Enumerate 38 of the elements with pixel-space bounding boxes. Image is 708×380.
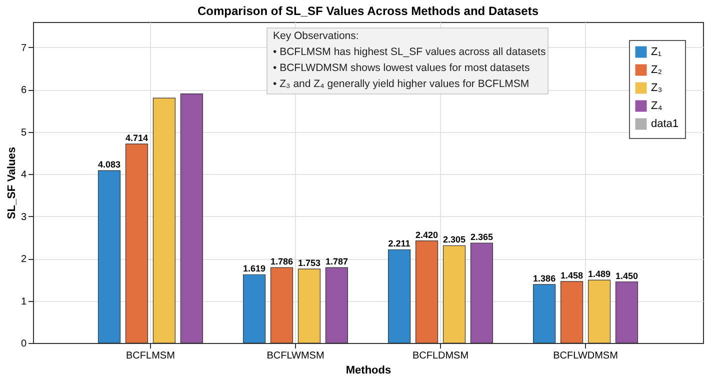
annotation: • BCFLWDMSM shows lowest values for most datasets [273, 62, 530, 74]
annotation: Key Observations: [273, 30, 359, 42]
y-tick-label: 7 [20, 42, 27, 54]
data-label: 4.714 [125, 132, 148, 143]
y-tick-label: 4 [20, 170, 27, 181]
data-label: 1.753 [298, 258, 320, 268]
annotation: • Z₃ and Z₄ generally yield higher values for BCFLMSM [273, 78, 530, 90]
data-label: 1.787 [325, 256, 348, 267]
x-axis-title: Methods [346, 364, 392, 376]
data-label: 1.619 [243, 264, 266, 274]
data-label: 1.489 [588, 269, 611, 280]
legend-label: data1 [651, 118, 679, 130]
y-tick-label: 5 [20, 127, 27, 138]
x-tick-label: BCFLDMSM [412, 350, 469, 362]
data-label: 2.305 [442, 234, 466, 245]
legend-label: Z₁ [651, 46, 662, 58]
x-tick-label: BCFLWMSM [266, 350, 324, 362]
y-tick-label: 1 [20, 296, 27, 308]
legend-label: Z₂ [651, 64, 662, 76]
data-label: 2.365 [470, 232, 493, 242]
legend-label: Z₄ [651, 100, 663, 112]
x-tick-label: BCFLWDMSM [553, 350, 618, 362]
legend-label: Z₃ [651, 82, 662, 94]
y-tick-label: 0 [20, 338, 27, 350]
data-label: 1.458 [560, 270, 584, 280]
y-tick-label: 6 [20, 85, 27, 96]
data-label: 1.450 [615, 270, 638, 281]
data-label: 2.420 [416, 230, 438, 240]
x-tick-label: BCFLMSM [126, 350, 175, 362]
data-label: 1.386 [533, 273, 556, 284]
data-label: 1.786 [270, 256, 294, 267]
data-label: 4.083 [98, 160, 121, 170]
y-axis-title: SL_SF Values [6, 146, 18, 220]
data-label: 2.211 [388, 238, 410, 249]
y-tick-label: 2 [20, 254, 27, 266]
chart-title: Comparison of SL_SF Values Across Methods and Datasets [198, 4, 539, 18]
y-tick-label: 3 [20, 212, 27, 223]
annotation: • BCFLMSM has highest SL_SF values across all datasets [273, 46, 546, 58]
